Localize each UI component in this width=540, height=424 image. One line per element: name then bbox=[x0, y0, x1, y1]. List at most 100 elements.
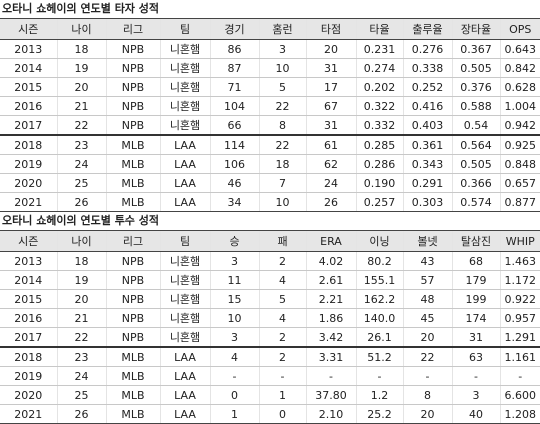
header-cell: 팀 bbox=[159, 18, 210, 40]
header-cell: 승 bbox=[209, 230, 259, 252]
cell: 0.322 bbox=[355, 96, 403, 116]
cell: 51.2 bbox=[355, 346, 403, 367]
cell: 7 bbox=[258, 173, 306, 193]
cell: 19 bbox=[56, 58, 106, 78]
cell: 0.332 bbox=[355, 115, 403, 136]
cell: 0.367 bbox=[451, 39, 500, 59]
cell: 46 bbox=[209, 173, 259, 193]
cell: 34 bbox=[209, 192, 259, 212]
cell: 6.600 bbox=[499, 385, 540, 405]
header-cell: 패 bbox=[258, 230, 306, 252]
cell: 2020 bbox=[0, 385, 57, 405]
cell: 1.86 bbox=[305, 308, 356, 328]
cell: - bbox=[305, 366, 356, 386]
cell: 3 bbox=[209, 327, 259, 348]
cell: 2 bbox=[258, 251, 306, 271]
header-cell: WHIP bbox=[499, 230, 540, 252]
cell: NPB bbox=[105, 77, 160, 97]
cell: 0.942 bbox=[499, 115, 540, 136]
cell: NPB bbox=[105, 39, 160, 59]
cell: 23 bbox=[56, 346, 106, 367]
cell: MLB bbox=[105, 192, 160, 212]
cell: 25 bbox=[56, 385, 106, 405]
cell: LAA bbox=[159, 404, 210, 424]
cell: 3.42 bbox=[305, 327, 356, 348]
cell: 2014 bbox=[0, 58, 57, 78]
cell: 2.61 bbox=[305, 270, 356, 290]
header-cell: 장타율 bbox=[451, 18, 500, 40]
cell: 87 bbox=[209, 58, 259, 78]
cell: 니혼햄 bbox=[159, 77, 210, 97]
cell: 0.376 bbox=[451, 77, 500, 97]
cell: 0.286 bbox=[355, 154, 403, 174]
cell: 20 bbox=[56, 77, 106, 97]
cell: 114 bbox=[209, 134, 259, 155]
cell: 5 bbox=[258, 77, 306, 97]
table-title: 오타니 쇼헤이의 연도별 타자 성적 bbox=[2, 2, 159, 15]
data-row: 2014 19 NPB 니혼햄 87 10 31 0.274 0.338 0.505 0.842 bbox=[0, 58, 540, 78]
header-cell: 팀 bbox=[159, 230, 210, 252]
cell: 2.10 bbox=[305, 404, 356, 424]
cell: 2013 bbox=[0, 251, 57, 271]
cell: 0.848 bbox=[499, 154, 540, 174]
cell: LAA bbox=[159, 173, 210, 193]
cell: 2021 bbox=[0, 192, 57, 212]
data-row: 2013 18 NPB 니혼햄 3 2 4.02 80.2 43 68 1.463 bbox=[0, 251, 540, 271]
cell: 0.361 bbox=[402, 134, 452, 155]
cell: 0.877 bbox=[499, 192, 540, 212]
cell: 11 bbox=[209, 270, 259, 290]
cell: 21 bbox=[56, 308, 106, 328]
cell: 22 bbox=[56, 327, 106, 348]
cell: 63 bbox=[451, 346, 500, 367]
cell: NPB bbox=[105, 270, 160, 290]
cell: 1.291 bbox=[499, 327, 540, 348]
cell: 2020 bbox=[0, 173, 57, 193]
data-row: 2017 22 NPB 니혼햄 66 8 31 0.332 0.403 0.54 0.942 bbox=[0, 115, 540, 136]
cell: 0.257 bbox=[355, 192, 403, 212]
cell: 0.842 bbox=[499, 58, 540, 78]
cell: 22 bbox=[56, 115, 106, 136]
cell: 0.291 bbox=[402, 173, 452, 193]
cell: 45 bbox=[402, 308, 452, 328]
cell: 162.2 bbox=[355, 289, 403, 309]
cell: MLB bbox=[105, 346, 160, 367]
cell: 19 bbox=[56, 270, 106, 290]
data-row: 2020 25 MLB LAA 0 1 37.80 1.2 8 3 6.600 bbox=[0, 385, 540, 405]
data-row: 2019 24 MLB LAA 106 18 62 0.286 0.343 0.505 0.848 bbox=[0, 154, 540, 174]
cell: 17 bbox=[305, 77, 356, 97]
cell: MLB bbox=[105, 134, 160, 155]
cell: 10 bbox=[258, 58, 306, 78]
cell: 1.004 bbox=[499, 96, 540, 116]
cell: 2013 bbox=[0, 39, 57, 59]
cell: NPB bbox=[105, 96, 160, 116]
header-cell: 시즌 bbox=[0, 230, 57, 252]
cell: 3 bbox=[209, 251, 259, 271]
cell: 2014 bbox=[0, 270, 57, 290]
cell: 0.343 bbox=[402, 154, 452, 174]
cell: 86 bbox=[209, 39, 259, 59]
cell: NPB bbox=[105, 308, 160, 328]
cell: 1 bbox=[209, 404, 259, 424]
cell: 니혼햄 bbox=[159, 58, 210, 78]
cell: 8 bbox=[402, 385, 452, 405]
data-row: 2021 26 MLB LAA 1 0 2.10 25.2 20 40 1.208 bbox=[0, 404, 540, 424]
cell: 23 bbox=[56, 134, 106, 155]
cell: 104 bbox=[209, 96, 259, 116]
stats-table: 시즌 나이 리그 팀 경기 홈런 타점 타율 출루율 장타율 OPS 2013 18 NPB 니혼햄 86 3 2… bbox=[0, 18, 540, 212]
cell: 4.02 bbox=[305, 251, 356, 271]
cell: 5 bbox=[258, 289, 306, 309]
cell: 62 bbox=[305, 154, 356, 174]
cell: 18 bbox=[258, 154, 306, 174]
data-row: 2017 22 NPB 니혼햄 3 2 3.42 26.1 20 31 1.291 bbox=[0, 327, 540, 348]
cell: - bbox=[258, 366, 306, 386]
cell: 40 bbox=[451, 404, 500, 424]
cell: 106 bbox=[209, 154, 259, 174]
cell: LAA bbox=[159, 366, 210, 386]
cell: 15 bbox=[209, 289, 259, 309]
cell: 4 bbox=[258, 270, 306, 290]
header-cell: 볼넷 bbox=[402, 230, 452, 252]
cell: 2.21 bbox=[305, 289, 356, 309]
cell: 0.564 bbox=[451, 134, 500, 155]
